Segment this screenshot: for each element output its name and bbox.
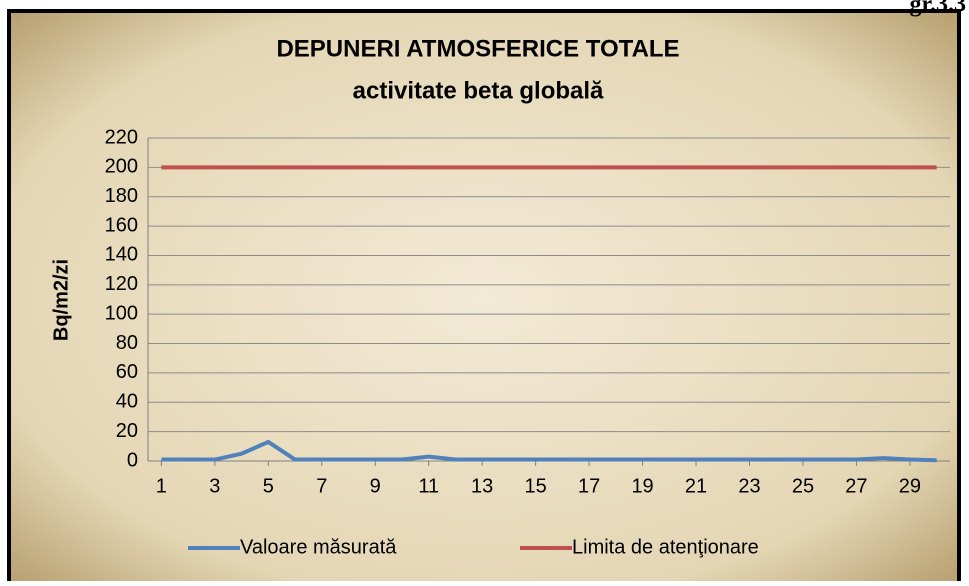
x-tick-label: 25 [792,475,814,497]
x-tick-label: 23 [738,475,760,497]
y-axis-label: Bq/m2/zi [50,259,72,341]
y-tick-label: 0 [127,449,138,471]
y-tick-label: 40 [116,391,138,413]
y-tick-label: 100 [105,302,138,324]
legend-label: Limita de atenţionare [572,536,759,558]
y-tick-label: 140 [105,244,138,266]
y-tick-label: 20 [116,420,138,442]
chart-subtitle: activitate beta globală [353,77,604,104]
y-tick-label: 220 [105,126,138,148]
x-tick-label: 19 [631,475,653,497]
x-tick-label: 29 [899,475,921,497]
chart-frame [7,9,961,586]
y-tick-label: 120 [105,273,138,295]
x-tick-label: 11 [418,475,439,497]
y-tick-label: 180 [105,185,138,207]
x-tick-label: 1 [156,475,167,497]
x-tick-label: 5 [263,475,274,497]
x-tick-label: 21 [685,475,707,497]
y-tick-label: 200 [105,156,138,178]
x-tick-label: 9 [370,475,381,497]
corner-label: gr.3.3 [910,0,966,18]
x-tick-label: 13 [471,475,493,497]
legend-label: Valoare măsurată [240,536,397,558]
chart-title: DEPUNERI ATMOSFERICE TOTALE [276,35,679,62]
y-tick-label: 80 [116,332,138,354]
x-tick-label: 3 [209,475,220,497]
x-tick-label: 7 [316,475,327,497]
series-line [161,439,937,463]
y-tick-label: 60 [116,361,138,383]
x-tick-label: 27 [845,475,867,497]
x-tick-label: 17 [578,475,600,497]
x-tick-label: 15 [525,475,547,497]
y-tick-label: 160 [105,214,138,236]
